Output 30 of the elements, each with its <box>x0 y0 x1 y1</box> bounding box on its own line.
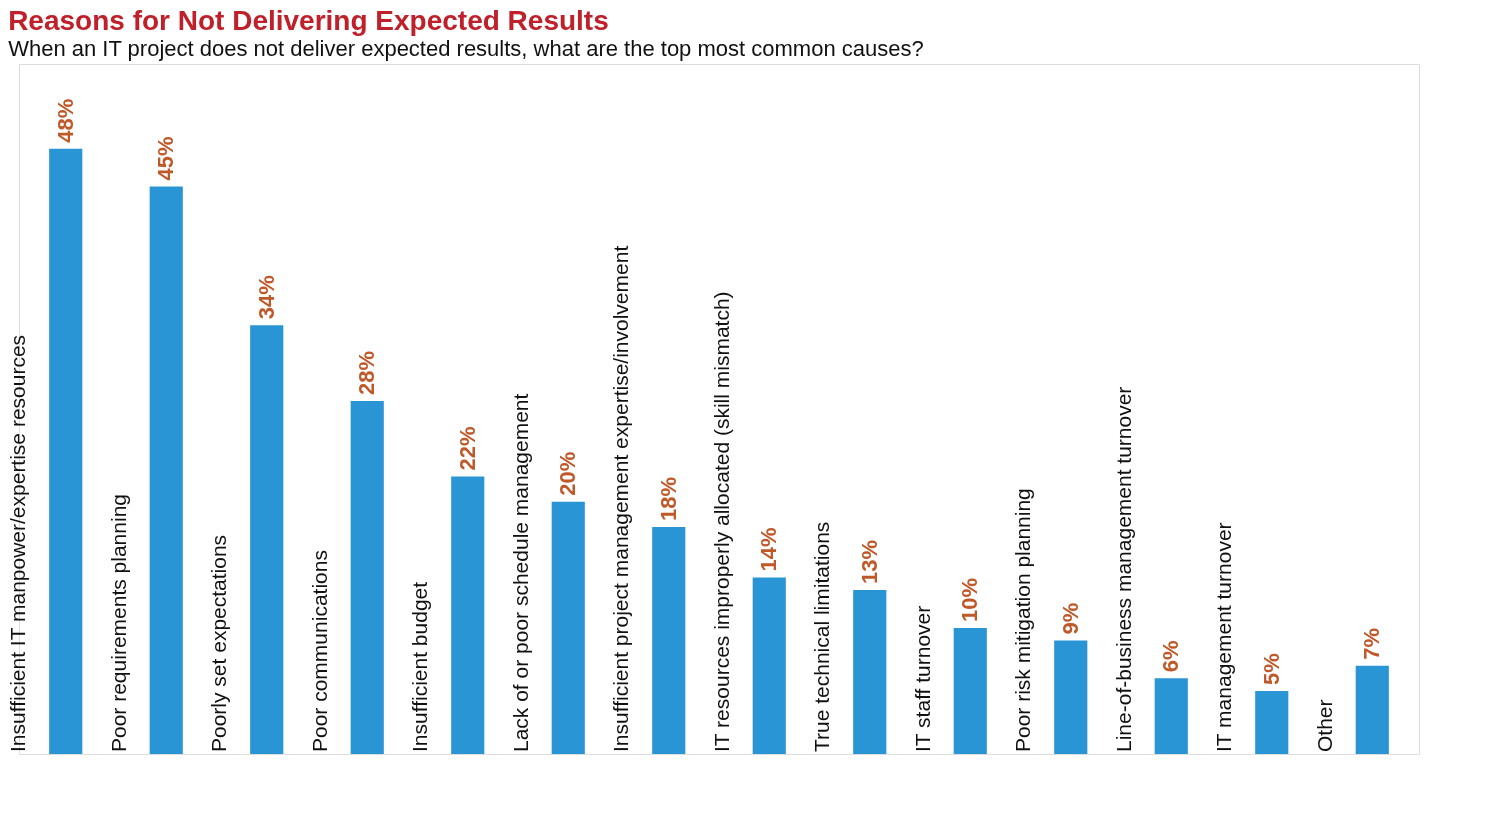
x-tick-label: Insufficient budget <box>408 581 432 752</box>
data-label: 22% <box>454 426 480 471</box>
x-tick-label: Poor risk mitigation planning <box>1011 488 1035 752</box>
data-label: 9% <box>1057 602 1083 635</box>
chart-title: Reasons for Not Delivering Expected Results <box>8 5 609 36</box>
x-tick-label: Insufficient IT manpower/expertise resources <box>6 334 30 752</box>
x-tick-label: Poorly set expectations <box>207 534 231 752</box>
x-tick-label: Line-of-business management turnover <box>1111 386 1135 752</box>
x-tick-label: Insufficient project management expertise/involvement <box>609 245 633 752</box>
data-label: 5% <box>1258 653 1284 685</box>
x-tick-label: IT staff turnover <box>910 605 934 752</box>
data-label: 14% <box>756 527 782 572</box>
data-label: 13% <box>856 540 882 585</box>
data-label: 18% <box>655 476 681 522</box>
x-tick-label: IT management turnover <box>1212 522 1236 752</box>
data-label: 6% <box>1158 640 1184 673</box>
x-tick-label: Lack of or poor schedule management <box>508 393 532 752</box>
data-label: 7% <box>1359 627 1385 660</box>
chart-subtitle: When an IT project does not deliver expected results, what are the top most common causes? <box>8 36 924 61</box>
data-label: 45% <box>153 136 179 181</box>
x-tick-label: Other <box>1312 699 1336 752</box>
data-label: 10% <box>957 577 983 622</box>
data-label: 28% <box>354 350 380 395</box>
x-tick-label: Poor communications <box>307 550 331 752</box>
data-label: 48% <box>52 98 78 143</box>
x-tick-label: IT resources improperly allocated (skill mismatch) <box>709 291 733 752</box>
x-tick-label: True technical limitations <box>810 521 834 752</box>
data-label: 34% <box>253 275 279 320</box>
data-label: 20% <box>555 451 581 496</box>
x-tick-label: Poor requirements planning <box>106 494 130 752</box>
